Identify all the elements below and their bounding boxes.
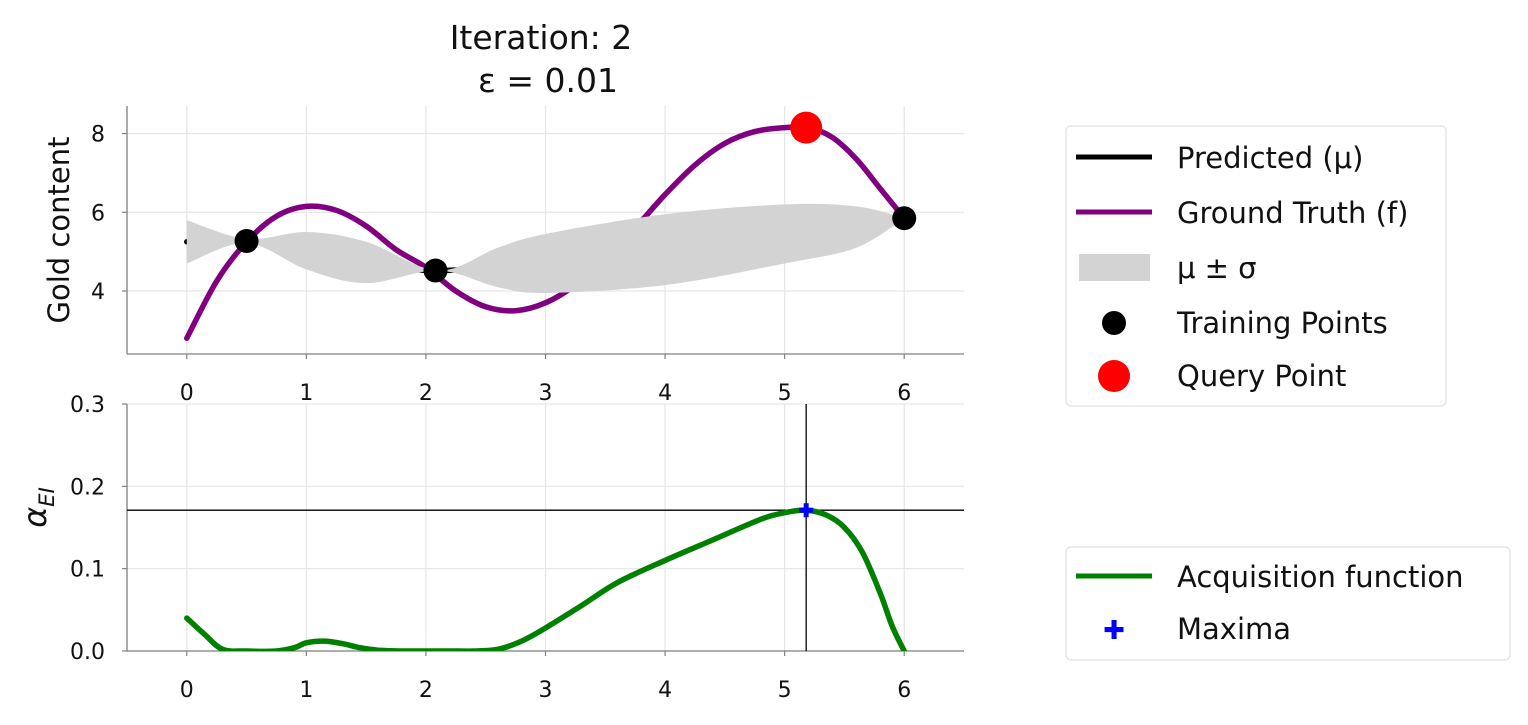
legend-swatch-sigma-band	[1079, 254, 1150, 281]
x-tick-label: 1	[299, 381, 313, 406]
y-tick-label: 4	[91, 280, 105, 305]
legend-top: Predicted (μ) Ground Truth (f) μ ± σ Tra…	[1065, 125, 1447, 407]
legend-marker-training	[1102, 311, 1126, 335]
x-tick-label: 0	[180, 678, 194, 703]
legend-label-maxima: Maxima	[1177, 612, 1291, 646]
x-tick-label: 2	[419, 678, 433, 703]
legend-marker-maxima: ✚	[1103, 616, 1125, 646]
x-tick-label: 5	[778, 381, 792, 406]
point-training-points	[892, 206, 917, 231]
legend-label-predicted: Predicted (μ)	[1177, 141, 1363, 175]
acquisition-plot: 0 1 2 3 4 5 6 0.0 0.1 0.2 0.3 αEI	[16, 393, 964, 703]
y-tick-label: 6	[91, 201, 105, 226]
legend-label-training: Training Points	[1176, 306, 1388, 340]
y-tick-label: 8	[91, 123, 105, 148]
x-tick-label: 3	[539, 381, 553, 406]
x-tick-label: 3	[539, 678, 553, 703]
x-tick-label: 1	[299, 678, 313, 703]
series-line-acquisition-function	[184, 507, 907, 651]
x-tick-label: 2	[419, 381, 433, 406]
gold-content-plot: 0 1 2 3 4 5 6 4 6 8 Gold content	[42, 106, 964, 406]
legend-label-ground-truth: Ground Truth (f)	[1177, 196, 1408, 230]
y-axis-label: αEI	[16, 487, 59, 528]
x-tick-label: 5	[778, 678, 792, 703]
legend-label-query: Query Point	[1177, 359, 1346, 393]
chart-title-line2: ε = 0.01	[478, 61, 618, 100]
series-band-	[186, 203, 905, 294]
legend-top-frame	[1065, 125, 1447, 407]
x-tick-label: 6	[897, 678, 911, 703]
point-query-point	[790, 111, 823, 144]
legend-marker-query	[1098, 360, 1130, 392]
x-tick-label: 4	[658, 678, 672, 703]
point-training-points	[234, 229, 259, 254]
point-training-points	[423, 258, 448, 283]
y-tick-label: 0.1	[70, 558, 105, 583]
chart-title-line1: Iteration: 2	[450, 18, 633, 57]
y-axis-label: Gold content	[42, 137, 76, 324]
y-tick-label: 0.0	[70, 640, 105, 665]
point-maxima-v	[803, 503, 809, 518]
y-tick-label: 0.3	[70, 393, 105, 418]
x-tick-label: 4	[658, 381, 672, 406]
legend-label-acquisition: Acquisition function	[1177, 560, 1464, 594]
x-tick-label: 0	[180, 381, 194, 406]
y-tick-label: 0.2	[70, 475, 105, 500]
x-tick-label: 6	[897, 381, 911, 406]
legend-bottom: Acquisition function ✚ Maxima	[1065, 546, 1511, 661]
legend-label-sigma-band: μ ± σ	[1177, 251, 1257, 285]
legend-bottom-frame	[1065, 546, 1511, 661]
